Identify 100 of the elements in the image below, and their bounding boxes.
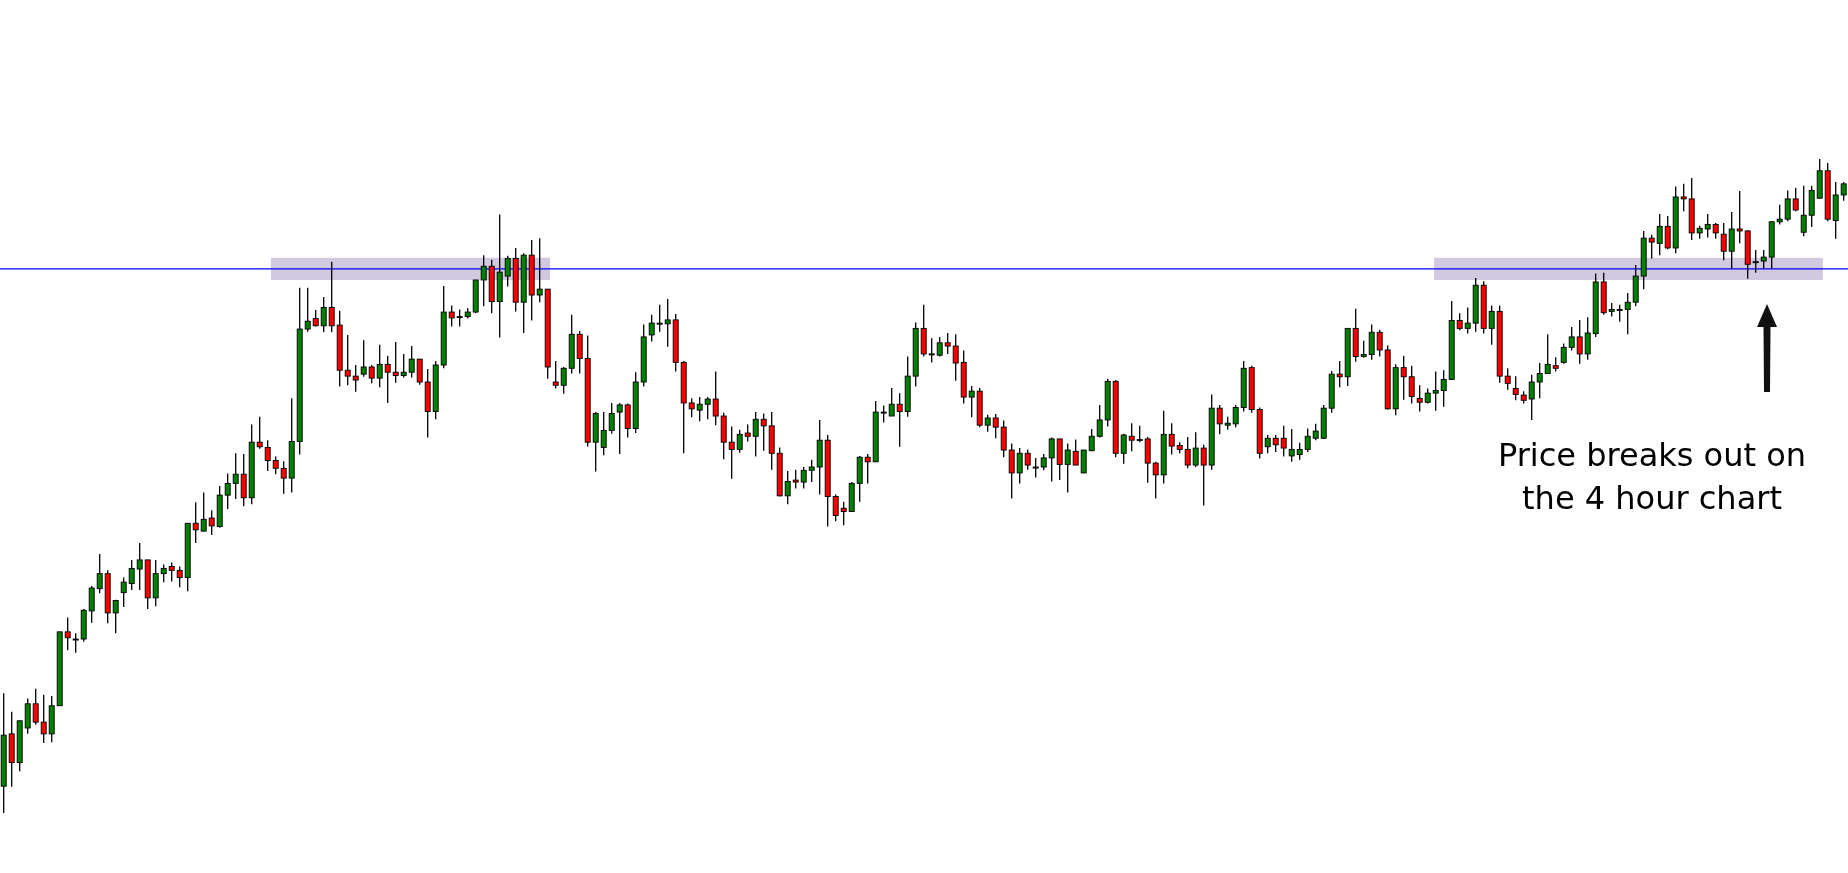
candlestick [624,402,631,439]
candlestick [952,333,959,382]
candlestick [40,693,47,744]
candlestick [416,358,423,386]
candlestick [1704,213,1711,239]
candlestick [448,304,455,328]
candlestick [400,353,407,379]
candlestick [1840,181,1847,202]
candlestick [1544,333,1551,375]
candlestick [1048,436,1055,483]
candlestick [1064,442,1071,494]
candlestick [1440,369,1447,408]
candlestick [728,425,735,480]
candlestick [192,501,199,544]
candlestick [1728,211,1735,270]
candlestick [1264,434,1271,454]
candlestick [928,337,935,364]
candlestick [656,304,663,333]
candlestick [1568,326,1575,352]
candlestick [1336,360,1343,388]
candlestick [1800,185,1807,237]
candlestick [392,341,399,384]
candlestick [1536,362,1543,400]
candlestick [64,616,71,651]
candlestick [1432,370,1439,412]
candlestick [408,345,415,379]
candlestick [96,553,103,594]
candlestick [712,370,719,426]
candlestick [168,561,175,583]
candlestick [1120,433,1127,465]
candlestick [1216,404,1223,435]
candlestick [1528,374,1535,421]
candlestick [944,332,951,355]
candlestick [1776,204,1783,226]
candlestick [1760,249,1767,270]
candlestick [552,360,559,390]
candlestick [1504,367,1511,391]
candlestick [808,459,815,483]
candlestick [328,261,335,333]
candlestick [384,355,391,404]
candlestick [1200,444,1207,507]
candlestick [72,632,79,654]
candlestick [1464,306,1471,335]
candlestick [136,542,143,591]
candlestick [1128,422,1135,452]
candlestick [896,392,903,448]
candlestick [1720,222,1727,262]
candlestick [1096,404,1103,439]
candlestick [368,364,375,384]
candlestick [128,559,135,591]
candlestick [1232,404,1239,428]
candlestick [664,298,671,348]
candlestick [376,344,383,388]
candlestick [600,411,607,456]
candlestick [992,413,999,439]
candlestick [320,296,327,333]
candlestick [1368,323,1375,361]
candlestick [1032,457,1039,479]
candlestick [1168,422,1175,456]
candlestick [208,509,215,536]
candlestick [936,336,943,358]
candlestick [536,237,543,303]
candlestick [304,287,311,333]
candlestick [888,387,895,417]
candlestick [784,470,791,505]
candlestick [200,491,207,532]
candlestick [1680,183,1687,212]
candlestick [1576,319,1583,365]
candlestick [1184,436,1191,469]
candlestick [792,469,799,490]
annotation: Price breaks out on the 4 hour chart [1497,436,1807,517]
candlestick [1648,234,1655,260]
candlestick [1008,442,1015,500]
candlestick [344,334,351,386]
candlestick [1624,292,1631,335]
candlestick [968,385,975,418]
candlestick [264,439,271,472]
candlestick [736,429,743,454]
candlestick [1408,365,1415,405]
candlestick [1304,427,1311,453]
candlestick [1512,375,1519,401]
candlestick [1024,448,1031,471]
candlestick [1664,215,1671,250]
candlestick [240,453,247,507]
candlestick [88,585,95,624]
candlestick [504,255,511,288]
candlestick [1288,428,1295,463]
candlestick [1016,447,1023,485]
candlestick [616,402,623,455]
candlestick [256,416,263,450]
candlestick [1400,355,1407,401]
candlestick [752,411,759,458]
candlestick [360,339,367,378]
candlestick [1560,342,1567,365]
candlestick [1488,304,1495,346]
candlestick [352,364,359,393]
candlestick [864,453,871,485]
candlestick [232,452,239,500]
candlestick [704,396,711,420]
candlestick [120,576,127,608]
